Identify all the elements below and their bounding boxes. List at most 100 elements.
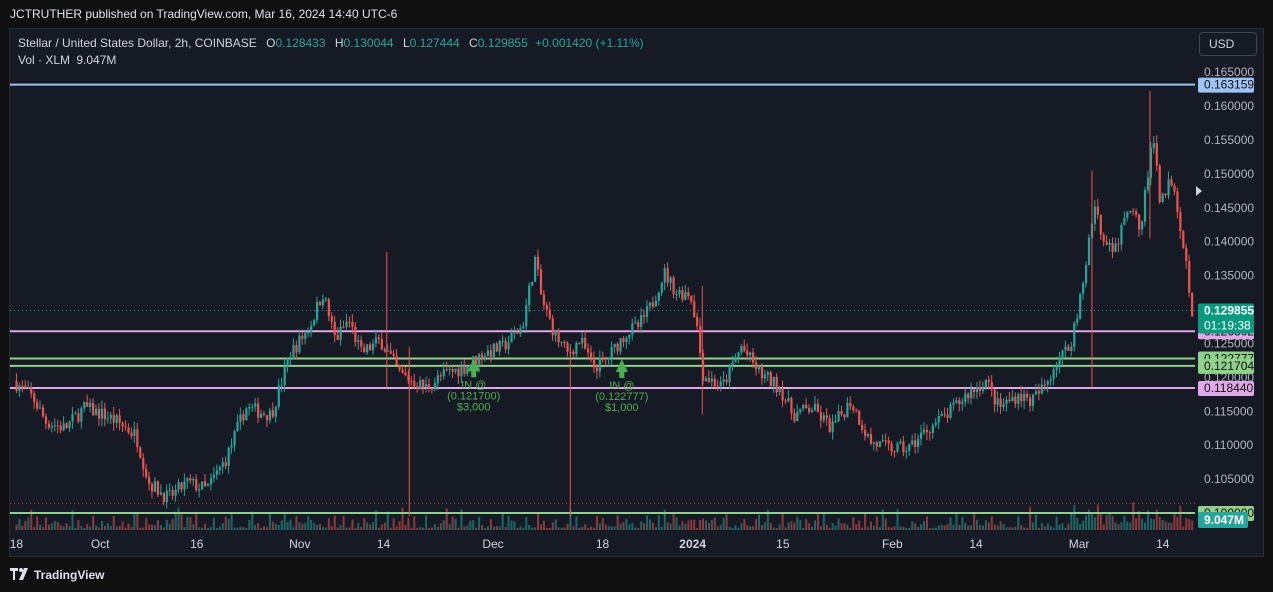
- volume-bar: [263, 526, 266, 530]
- candle-body: [893, 451, 896, 453]
- volume-bar: [896, 509, 899, 530]
- volume-bar: [183, 526, 186, 530]
- volume-bar: [937, 525, 940, 530]
- candle-body: [204, 481, 207, 486]
- candle-body: [625, 337, 628, 342]
- symbol-title[interactable]: Stellar / United States Dollar, 2h, COIN…: [18, 36, 257, 50]
- candle-body: [987, 379, 990, 382]
- candle-body: [572, 351, 575, 355]
- volume-bar: [121, 521, 124, 530]
- x-tick-label: 14: [377, 537, 391, 551]
- candle-body: [236, 422, 239, 432]
- candle-body: [984, 379, 988, 389]
- volume-bar: [1105, 514, 1108, 530]
- y-tick-label: 0.145000: [1204, 201, 1254, 215]
- candle-body: [198, 489, 201, 491]
- volume-bar: [106, 523, 109, 530]
- volume-bar: [917, 526, 920, 530]
- volume-bar: [528, 524, 531, 530]
- volume-bar: [531, 527, 534, 530]
- candle-body: [999, 398, 1002, 408]
- volume-bar: [598, 523, 601, 530]
- volume-bar: [204, 523, 207, 530]
- volume-bar: [251, 511, 254, 530]
- volume-bar: [50, 523, 53, 530]
- volume-bar: [407, 517, 410, 530]
- y-tick-label: 0.125000: [1204, 336, 1254, 350]
- volume-bar: [133, 513, 136, 530]
- annotation-text: $1,000: [605, 402, 639, 414]
- candle-body: [864, 429, 867, 437]
- volume-bar: [1170, 523, 1173, 530]
- volume-bar: [1138, 511, 1141, 530]
- volume-bar: [416, 527, 419, 530]
- volume-bar: [92, 516, 95, 530]
- candle-body: [905, 450, 908, 453]
- candle-body: [669, 277, 672, 283]
- volume-bar: [1014, 526, 1017, 530]
- volume-bar: [858, 520, 861, 530]
- volume-bar: [908, 527, 911, 530]
- candle-body: [872, 442, 876, 444]
- tradingview-logo-icon[interactable]: [10, 568, 32, 580]
- volume-bar: [1155, 509, 1158, 530]
- volume-bar: [398, 521, 401, 530]
- candle-body: [36, 402, 39, 409]
- volume-bar: [36, 516, 39, 530]
- volume-bar: [970, 525, 973, 530]
- chart-frame[interactable]: [9, 28, 1264, 557]
- volume-bar: [445, 508, 448, 530]
- currency-button[interactable]: USD: [1199, 32, 1257, 56]
- volume-bar: [1188, 519, 1191, 530]
- volume-bar: [855, 524, 858, 530]
- volume-bar: [395, 526, 398, 530]
- volume-bar: [1161, 519, 1164, 530]
- candle-body: [778, 388, 781, 393]
- volume-bar: [136, 513, 139, 530]
- candle-body: [1117, 243, 1120, 245]
- volume-bar: [127, 523, 130, 530]
- volume-bars: [15, 502, 1194, 530]
- candle-body: [1182, 231, 1185, 248]
- candle-body: [1158, 165, 1161, 203]
- footer: [0, 557, 1273, 592]
- volume-bar: [822, 511, 825, 530]
- candle-body: [30, 387, 33, 394]
- volume-bar: [728, 526, 731, 530]
- volume-bar: [271, 521, 274, 530]
- candle-body: [1149, 147, 1153, 178]
- candle-body: [643, 315, 646, 317]
- volume-bar: [878, 527, 881, 530]
- volume-bar: [236, 527, 239, 530]
- x-tick-label: 18: [10, 537, 24, 551]
- volume-axis-label: 9.047M: [1204, 513, 1244, 527]
- candle-body: [374, 337, 378, 344]
- candle-body: [1031, 394, 1035, 406]
- candle-body: [516, 332, 519, 334]
- high-label: H: [334, 36, 344, 50]
- candle-body: [769, 372, 772, 386]
- volume-bar: [805, 519, 808, 530]
- volume-bar: [489, 519, 492, 530]
- volume-bar: [21, 526, 24, 530]
- volume-bar: [681, 521, 684, 530]
- volume-bar: [192, 524, 195, 530]
- candle-body: [657, 292, 660, 301]
- volume-bar: [1129, 522, 1132, 530]
- volume-bar: [254, 524, 257, 530]
- volume-bar: [843, 523, 846, 530]
- candle-body: [592, 357, 596, 368]
- candle-body: [902, 441, 905, 453]
- volume-label[interactable]: Vol · XLM: [18, 53, 71, 67]
- volume-bar: [130, 526, 133, 530]
- candle-body: [746, 350, 749, 356]
- x-tick-label: 2024: [679, 537, 706, 551]
- candle-body: [651, 302, 655, 307]
- tradingview-brand[interactable]: TradingView: [34, 568, 105, 582]
- y-tick-label: 0.155000: [1204, 133, 1254, 147]
- candle-body: [1155, 143, 1158, 166]
- candle-body: [218, 467, 221, 471]
- volume-bar: [198, 527, 201, 530]
- time-axis: 18 Oct 16 Nov 14 Dec 18 2024 15 Feb 14 Mar 14: [10, 537, 1170, 551]
